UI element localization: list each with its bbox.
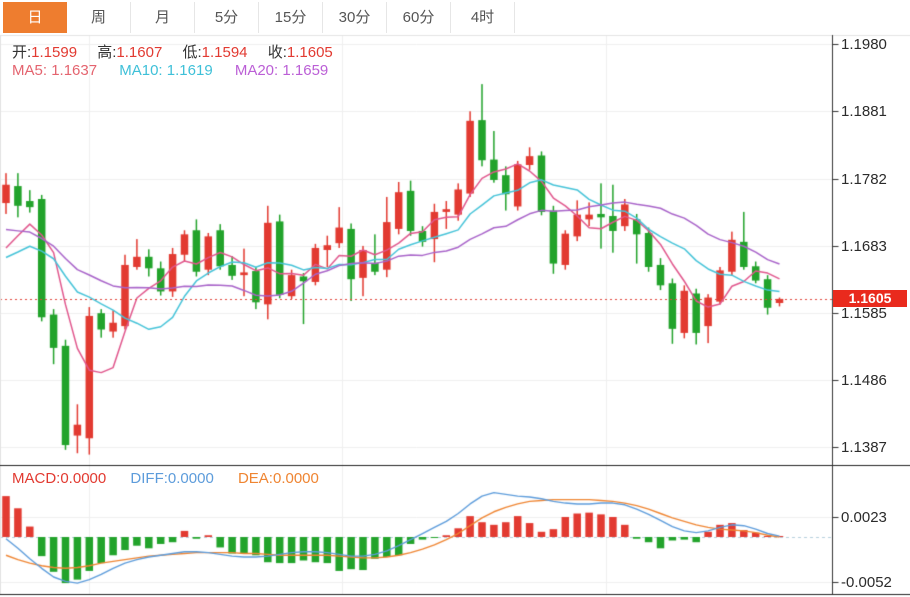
ma10-readout: MA10: 1.1619 bbox=[119, 62, 213, 79]
tab-4hour[interactable]: 4时 bbox=[451, 2, 515, 33]
tab-daily[interactable]: 日 bbox=[3, 2, 67, 33]
tab-60min[interactable]: 60分 bbox=[387, 2, 451, 33]
low-readout: 低:1.1594 bbox=[182, 44, 248, 61]
diff-value-readout: DIFF:0.0000 bbox=[130, 470, 214, 487]
price-axis-label: 1.1486 bbox=[841, 371, 887, 389]
tab-5min[interactable]: 5分 bbox=[195, 2, 259, 33]
last-price-badge: 1.1605 bbox=[833, 290, 907, 308]
timeframe-tabbar: 日 周 月 5分 15分 30分 60分 4时 bbox=[0, 0, 910, 34]
ma5-readout: MA5: 1.1637 bbox=[12, 62, 98, 79]
price-axis-label: 1.1980 bbox=[841, 36, 887, 53]
ma20-readout: MA20: 1.1659 bbox=[234, 62, 329, 79]
tab-30min[interactable]: 30分 bbox=[323, 2, 387, 33]
tab-15min[interactable]: 15分 bbox=[259, 2, 323, 33]
ma-readout: MA5: 1.1637 MA10: 1.1619 MA20: 1.1659 bbox=[12, 62, 346, 79]
price-axis-label: 1.1387 bbox=[841, 439, 887, 457]
macd-value-readout: MACD:0.0000 bbox=[12, 470, 107, 487]
price-axis-label: 1.1683 bbox=[841, 237, 887, 255]
tab-monthly[interactable]: 月 bbox=[131, 2, 195, 33]
ohlc-readout: 开:1.1599 高:1.1607 低:1.1594 收:1.1605 bbox=[12, 41, 349, 62]
price-axis-label: 1.1881 bbox=[841, 103, 887, 121]
close-readout: 收:1.1605 bbox=[267, 44, 333, 61]
open-readout: 开:1.1599 bbox=[12, 44, 78, 61]
macd-readout: MACD:0.0000 DIFF:0.0000 DEA:0.0000 bbox=[12, 470, 339, 487]
dea-value-readout: DEA:0.0000 bbox=[237, 470, 319, 487]
macd-axis-label: 0.0023 bbox=[841, 508, 887, 526]
high-readout: 高:1.1607 bbox=[97, 44, 163, 61]
price-axis-label: 1.1585 bbox=[841, 304, 887, 322]
price-axis-label: 1.1782 bbox=[841, 170, 887, 188]
tab-weekly[interactable]: 周 bbox=[67, 2, 131, 33]
macd-axis-label: -0.0052 bbox=[841, 574, 892, 592]
